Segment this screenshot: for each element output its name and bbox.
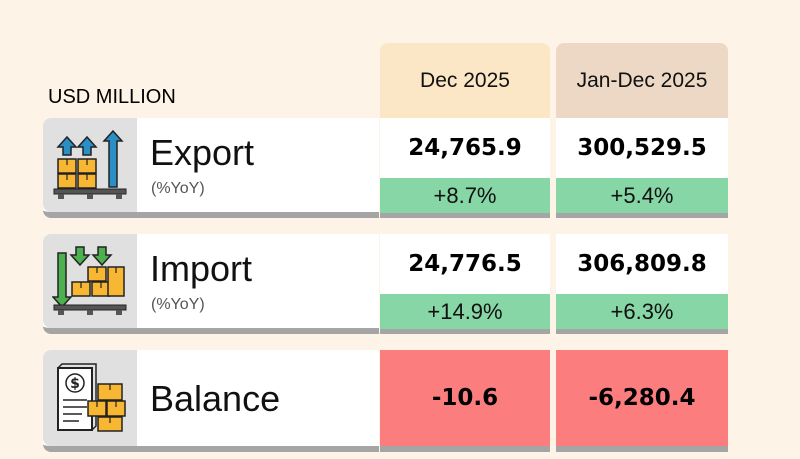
balance-year-value: -6,280.4 (556, 350, 728, 452)
export-boxes-arrows-up-icon (53, 129, 127, 199)
import-year-yoy: +6.3% (556, 294, 728, 334)
import-yoy-label: (%YoY) (151, 296, 205, 313)
export-row-card: Export (%YoY) (43, 118, 379, 218)
balance-label: Balance (150, 378, 281, 419)
export-year-yoy: +5.4% (556, 178, 728, 218)
import-year-value: 306,809.8 (556, 234, 728, 294)
import-label: Import (150, 248, 253, 289)
export-yoy-label: (%YoY) (151, 180, 205, 197)
column-header-jan-dec-2025: Jan-Dec 2025 (556, 43, 728, 118)
balance-dec-value: -10.6 (380, 350, 550, 452)
import-icon-box (43, 234, 137, 328)
unit-label: USD MILLION (48, 86, 176, 108)
invoice-boxes-icon: $ (57, 363, 126, 432)
export-label: Export (150, 132, 255, 173)
column-header-dec-2025: Dec 2025 (380, 43, 550, 118)
balance-icon-box: $ (43, 350, 137, 446)
import-dec-value: 24,776.5 (380, 234, 550, 294)
import-dec-yoy: +14.9% (380, 294, 550, 334)
svg-text:$: $ (70, 376, 80, 392)
export-icon-box (43, 118, 137, 212)
export-year-value: 300,529.5 (556, 118, 728, 178)
import-row-card: Import (%YoY) (43, 234, 379, 334)
import-boxes-arrows-down-icon (52, 246, 127, 315)
export-dec-yoy: +8.7% (380, 178, 550, 218)
export-dec-value: 24,765.9 (380, 118, 550, 178)
balance-row-card: $ Balance (43, 350, 379, 452)
